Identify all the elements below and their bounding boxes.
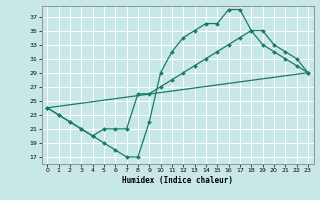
X-axis label: Humidex (Indice chaleur): Humidex (Indice chaleur) bbox=[122, 176, 233, 185]
